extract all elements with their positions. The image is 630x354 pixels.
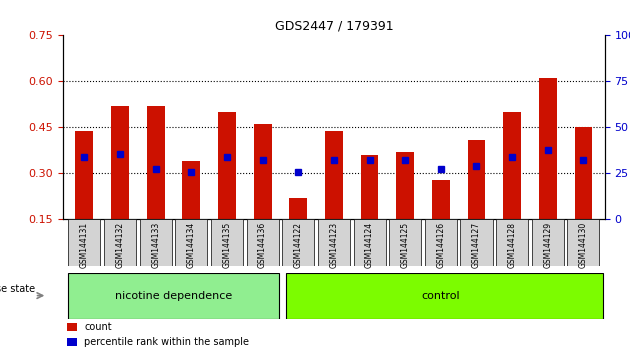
Text: disease state: disease state <box>0 284 35 294</box>
Text: GSM144125: GSM144125 <box>401 222 410 268</box>
Bar <box>396 152 414 219</box>
FancyBboxPatch shape <box>282 219 314 266</box>
Bar <box>218 112 236 219</box>
Text: GSM144128: GSM144128 <box>508 222 517 268</box>
FancyBboxPatch shape <box>389 219 421 266</box>
Bar <box>360 155 379 219</box>
Bar <box>575 127 592 219</box>
Bar <box>111 106 129 219</box>
Text: GSM144133: GSM144133 <box>151 222 160 268</box>
Bar <box>539 78 557 219</box>
Text: GSM144129: GSM144129 <box>543 222 553 268</box>
Text: GSM144131: GSM144131 <box>80 222 89 268</box>
Text: GSM144126: GSM144126 <box>437 222 445 268</box>
Bar <box>183 161 200 219</box>
Text: GSM144132: GSM144132 <box>115 222 125 268</box>
Bar <box>147 106 164 219</box>
Text: GSM144135: GSM144135 <box>222 222 231 268</box>
FancyBboxPatch shape <box>568 219 600 266</box>
FancyBboxPatch shape <box>68 273 278 319</box>
Bar <box>254 124 272 219</box>
Text: GSM144122: GSM144122 <box>294 222 303 268</box>
Bar <box>325 131 343 219</box>
FancyBboxPatch shape <box>353 219 386 266</box>
FancyBboxPatch shape <box>286 273 603 319</box>
Text: GSM144123: GSM144123 <box>329 222 338 268</box>
FancyBboxPatch shape <box>246 219 278 266</box>
Text: control: control <box>421 291 460 301</box>
FancyBboxPatch shape <box>496 219 528 266</box>
FancyBboxPatch shape <box>532 219 564 266</box>
Title: GDS2447 / 179391: GDS2447 / 179391 <box>275 20 393 33</box>
Bar <box>289 198 307 219</box>
Bar <box>467 140 485 219</box>
Bar <box>432 179 450 219</box>
FancyBboxPatch shape <box>211 219 243 266</box>
Text: nicotine dependence: nicotine dependence <box>115 291 232 301</box>
Text: GSM144136: GSM144136 <box>258 222 267 268</box>
Text: GSM144134: GSM144134 <box>187 222 196 268</box>
FancyBboxPatch shape <box>104 219 136 266</box>
Text: GSM144124: GSM144124 <box>365 222 374 268</box>
FancyBboxPatch shape <box>68 219 100 266</box>
FancyBboxPatch shape <box>461 219 493 266</box>
FancyBboxPatch shape <box>425 219 457 266</box>
FancyBboxPatch shape <box>140 219 172 266</box>
FancyBboxPatch shape <box>318 219 350 266</box>
FancyBboxPatch shape <box>175 219 207 266</box>
Bar <box>76 131 93 219</box>
Bar <box>503 112 521 219</box>
Legend: count, percentile rank within the sample: count, percentile rank within the sample <box>63 319 253 351</box>
Text: GSM144127: GSM144127 <box>472 222 481 268</box>
Text: GSM144130: GSM144130 <box>579 222 588 268</box>
